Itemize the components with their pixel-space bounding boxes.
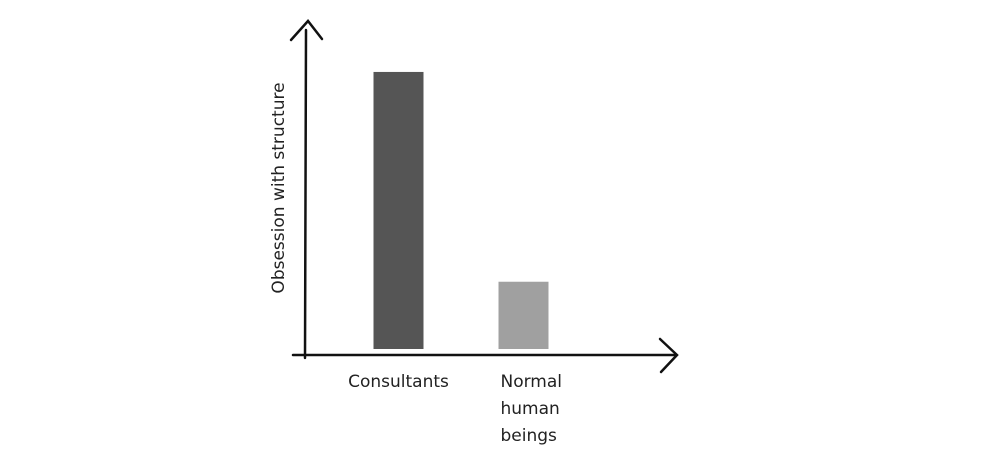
x-tick-label: Consultants: [348, 372, 449, 392]
y-axis-label: Obsession with structure: [269, 82, 289, 293]
x-tick-label: Normal human beings: [501, 372, 563, 446]
bar: [498, 281, 549, 349]
bar: [373, 71, 424, 349]
x-axis-arrow: [658, 337, 679, 374]
y-axis: [303, 28, 308, 360]
y-axis-arrow: [289, 19, 324, 42]
